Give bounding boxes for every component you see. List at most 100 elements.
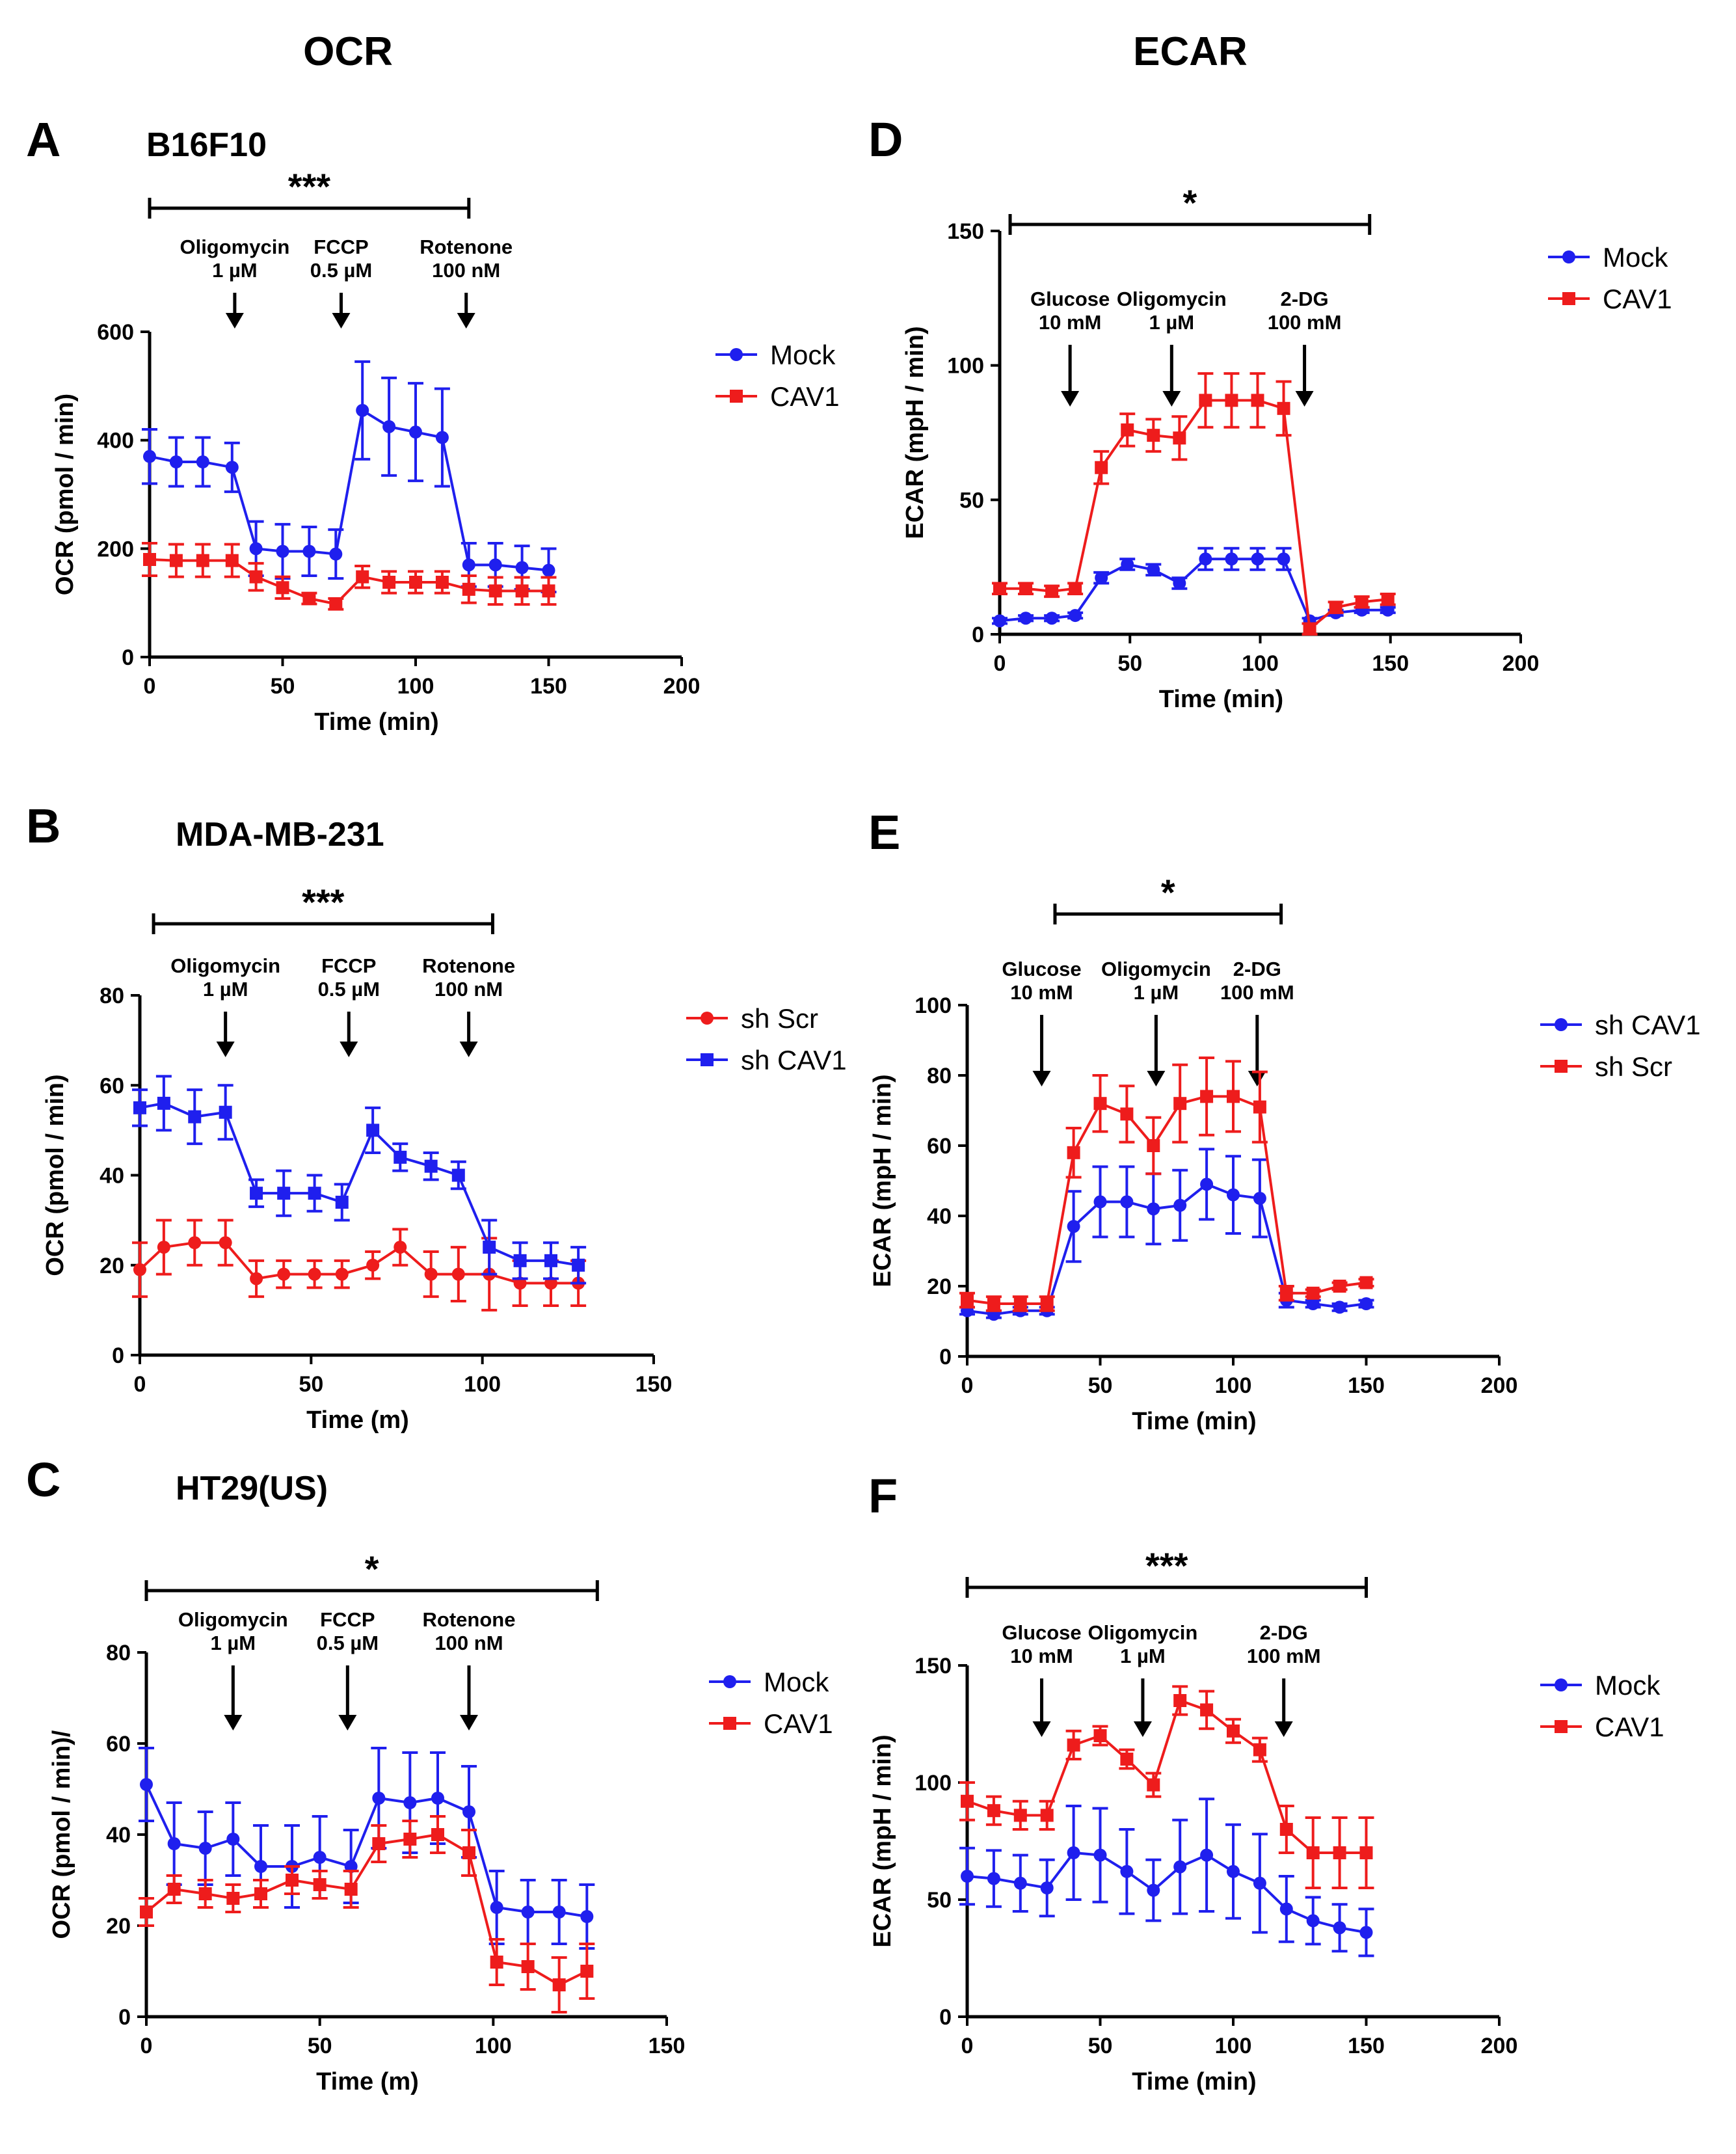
x-axis-label: Time (min) [1132,2068,1256,2095]
legend-marker [730,348,743,361]
data-point [552,1978,566,1991]
data-point [1359,1276,1373,1289]
data-point [1306,1846,1320,1859]
data-point [1173,1198,1187,1212]
data-point [1095,461,1108,474]
series-line [145,1833,588,1987]
legend-label: CAV1 [764,1708,833,1739]
x-axis-label: Time (m) [306,1407,409,1434]
data-point [1095,571,1108,585]
data-point [1200,1848,1214,1862]
series-mock [139,1747,595,1950]
data-point [521,1905,535,1918]
data-point [409,425,422,439]
data-point [1013,1297,1027,1310]
data-point [1067,1738,1080,1752]
injection-arrow-head [1162,391,1181,407]
x-tick-label: 150 [1348,1373,1385,1398]
data-point [277,1267,291,1281]
x-tick-label: 200 [1502,651,1540,676]
x-tick-label: 50 [1088,2034,1113,2058]
data-point [1147,563,1160,576]
data-point [225,461,239,474]
data-point [1147,1778,1160,1792]
x-tick-label: 50 [271,674,295,699]
y-tick-label: 20 [106,1914,131,1939]
legend-entry: Mock [1548,242,1668,273]
injection-arrow-head [340,1042,358,1057]
data-point [313,1878,327,1891]
y-tick-label: 60 [927,1134,952,1159]
legend-label: sh CAV1 [741,1045,847,1075]
y-tick-label: 100 [947,354,984,379]
x-tick-label: 100 [1215,2034,1252,2058]
data-point [431,1828,444,1841]
x-axis-label: Time (min) [1159,686,1283,713]
data-point [515,584,529,598]
data-point [1199,394,1212,407]
data-point [1173,1097,1187,1111]
y-tick-label: 80 [106,1641,131,1665]
data-point [140,1905,153,1918]
series-sh-cav1 [132,1075,587,1285]
x-tick-label: 150 [1372,651,1409,676]
data-point [488,558,502,572]
data-point [987,1872,1000,1885]
y-tick-label: 0 [112,1343,124,1368]
injection-name: 2-DG [1233,958,1281,980]
data-point [1120,1107,1134,1121]
injection-arrow-head [1295,391,1314,407]
y-tick-label: 80 [927,1064,952,1088]
injection-name: FCCP [314,236,368,258]
y-tick-label: 100 [915,1771,952,1796]
series-cav1 [959,1685,1374,1889]
data-point [157,1096,170,1110]
data-point [157,1241,170,1254]
y-tick-label: 60 [100,1073,124,1098]
data-point [1019,612,1033,625]
y-axis-label: OCR (pmol / min) [42,1074,69,1276]
series-line [139,1101,579,1267]
data-point [1147,1202,1160,1216]
y-tick-label: 0 [972,623,984,647]
data-point [196,554,209,567]
data-point [302,545,316,558]
panel-e: E 0 50 100 150 200 0 20 40 60 80 100 Time (min) ECAR … [868,805,1701,1435]
data-point [451,1168,465,1182]
data-point [366,1124,380,1137]
data-point [1279,1286,1293,1300]
x-tick-label: 100 [475,2034,512,2058]
y-tick-label: 200 [97,537,134,561]
data-point [1253,1743,1266,1757]
data-point [382,576,396,589]
data-point [188,1236,202,1250]
data-point [1173,431,1186,445]
data-point [1277,401,1290,415]
data-point [308,1267,321,1281]
data-point [249,570,263,584]
y-tick-label: 60 [106,1732,131,1757]
series-line [1000,399,1388,632]
injection-name: Rotenone [423,1608,516,1631]
data-point [544,1254,557,1267]
x-axis-label: Time (m) [316,2068,419,2095]
cell-line-title: B16F10 [146,126,267,164]
data-point [1253,1192,1266,1205]
data-point [167,1837,181,1850]
significance-label: * [365,1548,379,1589]
data-point [961,1293,974,1307]
injection-name: Oligomycin [1117,288,1227,310]
data-point [1067,1146,1080,1159]
significance-label: * [1161,872,1175,913]
injection-name: Oligomycin [180,236,289,258]
data-point [140,1778,153,1791]
data-point [167,1883,181,1896]
data-point [1147,429,1160,442]
y-tick-label: 40 [100,1164,124,1189]
panel-letter: D [868,113,903,167]
legend-entry: Mock [715,340,836,370]
injection-arrow-head [460,1715,478,1730]
data-point [403,1833,417,1846]
data-point [1279,1902,1293,1916]
legend-marker [1562,292,1575,305]
